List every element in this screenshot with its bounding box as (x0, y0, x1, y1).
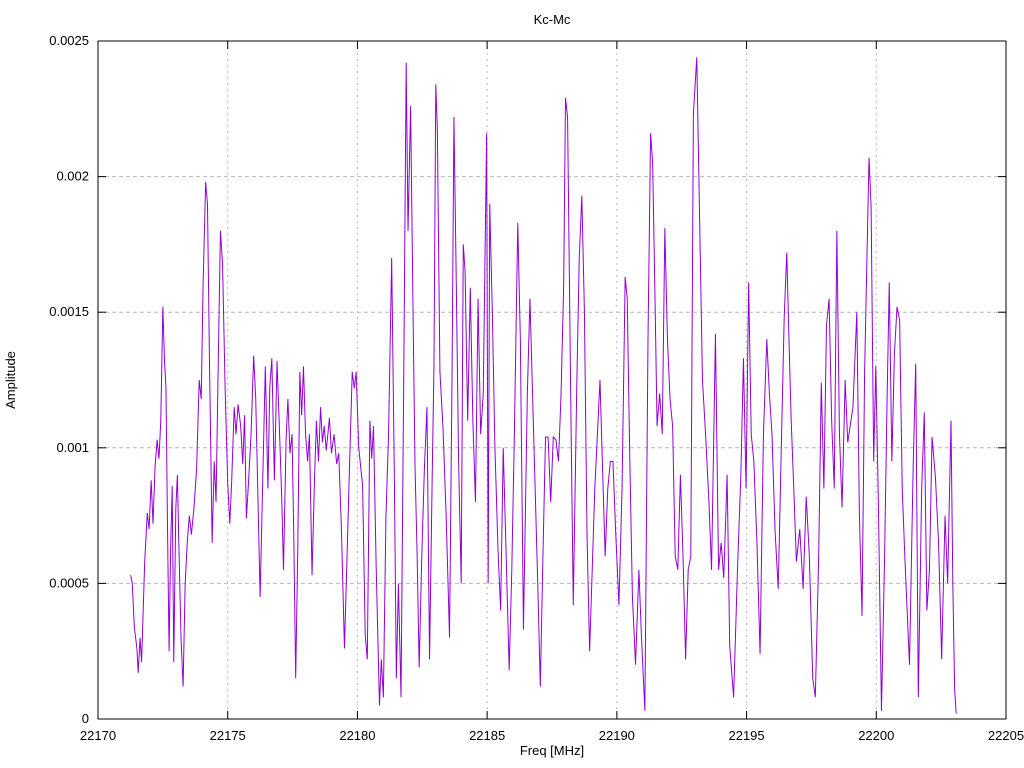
grid-lines (97, 40, 1007, 720)
x-tick-label: 22180 (339, 728, 375, 743)
y-tick-label: 0.002 (56, 169, 89, 184)
y-axis-label: Amplitude (3, 351, 18, 409)
chart-title: Kc-Mc (534, 12, 571, 27)
x-tick-label: 22190 (599, 728, 635, 743)
y-tick-label: 0.001 (56, 440, 89, 455)
data-line (130, 57, 957, 714)
y-tick-label: 0.0015 (49, 304, 89, 319)
x-tick-label: 22195 (728, 728, 764, 743)
axes (97, 40, 1007, 720)
x-tick-label: 22200 (858, 728, 894, 743)
x-tick-label: 22175 (210, 728, 246, 743)
plot-border (97, 40, 1007, 720)
x-tick-label: 22170 (80, 728, 116, 743)
x-tick-label: 22185 (469, 728, 505, 743)
y-tick-label: 0.0025 (49, 33, 89, 48)
y-tick-label: 0.0005 (49, 575, 89, 590)
x-axis-label: Freq [MHz] (520, 743, 584, 758)
x-tick-label: 22205 (988, 728, 1024, 743)
y-tick-label: 0 (82, 711, 89, 726)
tick-labels: 22170 22175 22180 22185 22190 22195 22200 22205… (49, 33, 1024, 743)
data-series (130, 57, 957, 714)
